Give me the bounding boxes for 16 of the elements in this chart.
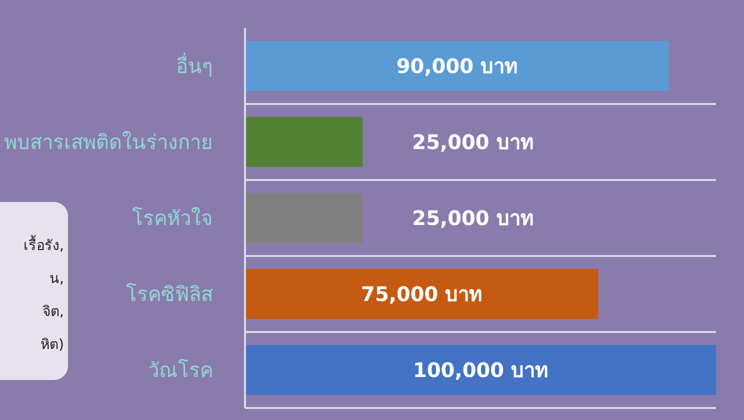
y-tick-label: อื่นๆ xyxy=(176,52,213,78)
y-tick-label: วัณโรค xyxy=(148,358,213,382)
bar xyxy=(245,345,716,395)
bar xyxy=(245,269,598,319)
data-label: 25,000 บาท xyxy=(412,206,534,230)
data-label: 90,000 บาท xyxy=(396,54,518,78)
y-tick-label: โรคซิฟิลิส xyxy=(126,282,213,306)
data-label: 75,000 บาท xyxy=(361,282,482,306)
bar xyxy=(245,117,363,167)
text-card: เรื้อรัง, น, จิต, หิต) xyxy=(0,202,68,380)
y-tick-label: พบสารเสพติดในร่างกาย xyxy=(4,130,213,154)
data-label: 100,000 บาท xyxy=(412,358,548,382)
bar xyxy=(245,193,363,243)
y-tick-label: โรคหัวใจ xyxy=(132,206,213,230)
data-label: 25,000 บาท xyxy=(412,130,534,154)
bar xyxy=(245,41,669,91)
